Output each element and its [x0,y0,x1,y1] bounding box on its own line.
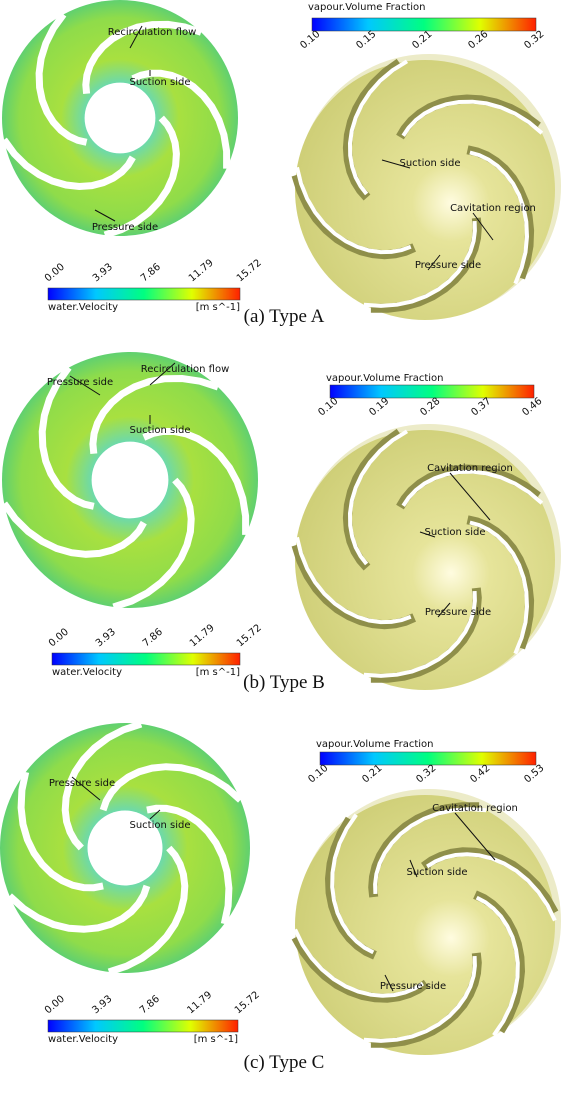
right-annotation: Suction side [399,158,460,169]
right-annotation: Cavitation region [432,803,518,814]
velocity-tick-label: 3.93 [91,262,115,285]
right-annotation: Cavitation region [450,203,536,214]
velocity-tick-label: 0.00 [47,627,71,650]
hub [92,442,169,519]
caption: (c) Type C [244,1052,325,1073]
velocity-tick-label: 3.93 [94,627,118,650]
vapour-tick-label: 0.53 [522,763,546,786]
vapour-title: vapour.Volume Fraction [308,2,426,13]
vapour-colorbar [320,752,536,765]
vapour-disc [295,795,555,1055]
left-annotation: Pressure side [49,778,115,789]
velocity-tick-label: 11.79 [188,622,217,649]
left-annotation: Recirculation flow [141,364,230,375]
velocity-label: water.Velocity [48,1034,118,1045]
velocity-tick-label: 15.72 [235,257,264,284]
vapour-tick-label: 0.10 [316,396,340,419]
velocity-unit: [m s^-1] [196,302,240,313]
vapour-tick-label: 0.10 [298,29,322,52]
vapour-tick-label: 0.32 [414,763,438,786]
vapour-tick-label: 0.15 [354,29,378,52]
vapour-tick-label: 0.28 [418,396,442,419]
right-annotation: Cavitation region [427,463,513,474]
vapour-tick-label: 0.46 [520,396,544,419]
velocity-colorbar [48,1020,238,1032]
left-annotation: Suction side [129,77,190,88]
vapour-tick-label: 0.21 [410,29,434,52]
right-annotation: Suction side [406,867,467,878]
velocity-label: water.Velocity [48,302,118,313]
velocity-label: water.Velocity [52,667,122,678]
velocity-colorbar [48,288,240,300]
right-annotation: Pressure side [380,981,446,992]
right-annotation: Pressure side [425,607,491,618]
vapour-tick-label: 0.42 [468,763,492,786]
vapour-tick-label: 0.21 [360,763,384,786]
vapour-tick-label: 0.19 [367,396,391,419]
hub [85,83,156,154]
vapour-tick-label: 0.26 [466,29,490,52]
velocity-tick-label: 0.00 [43,262,67,285]
vapour-title: vapour.Volume Fraction [326,373,444,384]
velocity-colorbar [52,653,240,665]
right-annotation: Suction side [424,527,485,538]
caption: (a) Type A [244,306,325,327]
vapour-colorbar [330,385,534,398]
left-annotation: Suction side [129,820,190,831]
left-annotation: Suction side [129,425,190,436]
velocity-tick-label: 0.00 [43,994,67,1017]
velocity-tick-label: 15.72 [233,989,262,1016]
velocity-tick-label: 7.86 [141,627,165,650]
velocity-tick-label: 7.86 [138,994,162,1017]
left-annotation: Pressure side [92,222,158,233]
figure: 0.00 3.93 7.86 11.79 15.72 water.Velocity [m s… [0,0,569,1093]
vapour-tick-label: 0.10 [306,763,330,786]
vapour-colorbar [312,18,536,31]
velocity-tick-label: 11.79 [187,257,216,284]
velocity-tick-label: 7.86 [139,262,163,285]
vapour-title: vapour.Volume Fraction [316,739,434,750]
velocity-tick-label: 11.79 [185,989,214,1016]
velocity-tick-label: 15.72 [235,622,264,649]
vapour-tick-label: 0.37 [469,396,493,419]
caption: (b) Type B [243,672,325,693]
velocity-unit: [m s^-1] [194,1034,238,1045]
velocity-tick-label: 3.93 [90,994,114,1017]
vapour-tick-label: 0.32 [522,29,546,52]
velocity-unit: [m s^-1] [196,667,240,678]
left-annotation: Recirculation flow [108,27,197,38]
right-annotation: Pressure side [415,260,481,271]
left-annotation: Pressure side [47,377,113,388]
